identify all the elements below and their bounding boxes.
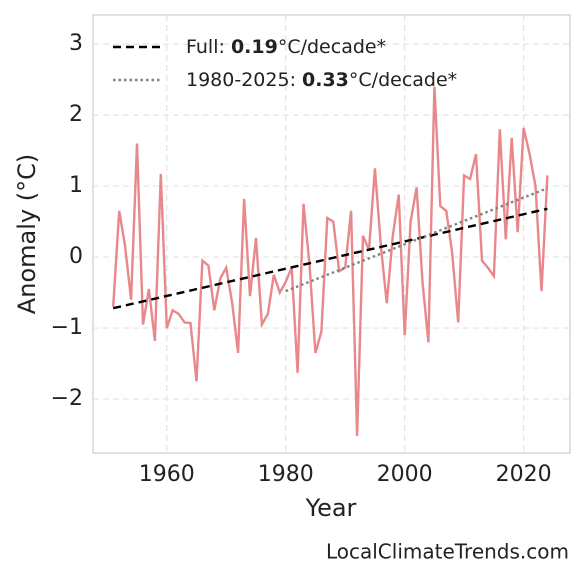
x-tick-label: 1960 <box>139 462 195 487</box>
plot-frame <box>92 14 571 454</box>
trend-line <box>112 207 548 310</box>
y-tick-label: −2 <box>51 386 83 411</box>
y-tick-label: −1 <box>51 315 83 340</box>
x-tick-label: 2000 <box>377 462 433 487</box>
data-line <box>112 86 549 437</box>
y-tick-label: 3 <box>69 31 83 56</box>
legend-label: Full: 0.19°C/decade* <box>186 36 386 58</box>
y-tick-label: 1 <box>69 173 83 198</box>
x-tick-label: 1980 <box>258 462 314 487</box>
y-tick-label: 0 <box>69 244 83 269</box>
source: LocalClimateTrends.com <box>326 540 569 564</box>
x-tick-label: 2020 <box>496 462 552 487</box>
y-tick-label: 2 <box>69 102 83 127</box>
x-axis-label: Year <box>305 494 357 522</box>
legend-label: 1980-2025: 0.33°C/decade* <box>186 69 457 91</box>
y-axis-label: Anomaly (°C) <box>13 154 41 314</box>
